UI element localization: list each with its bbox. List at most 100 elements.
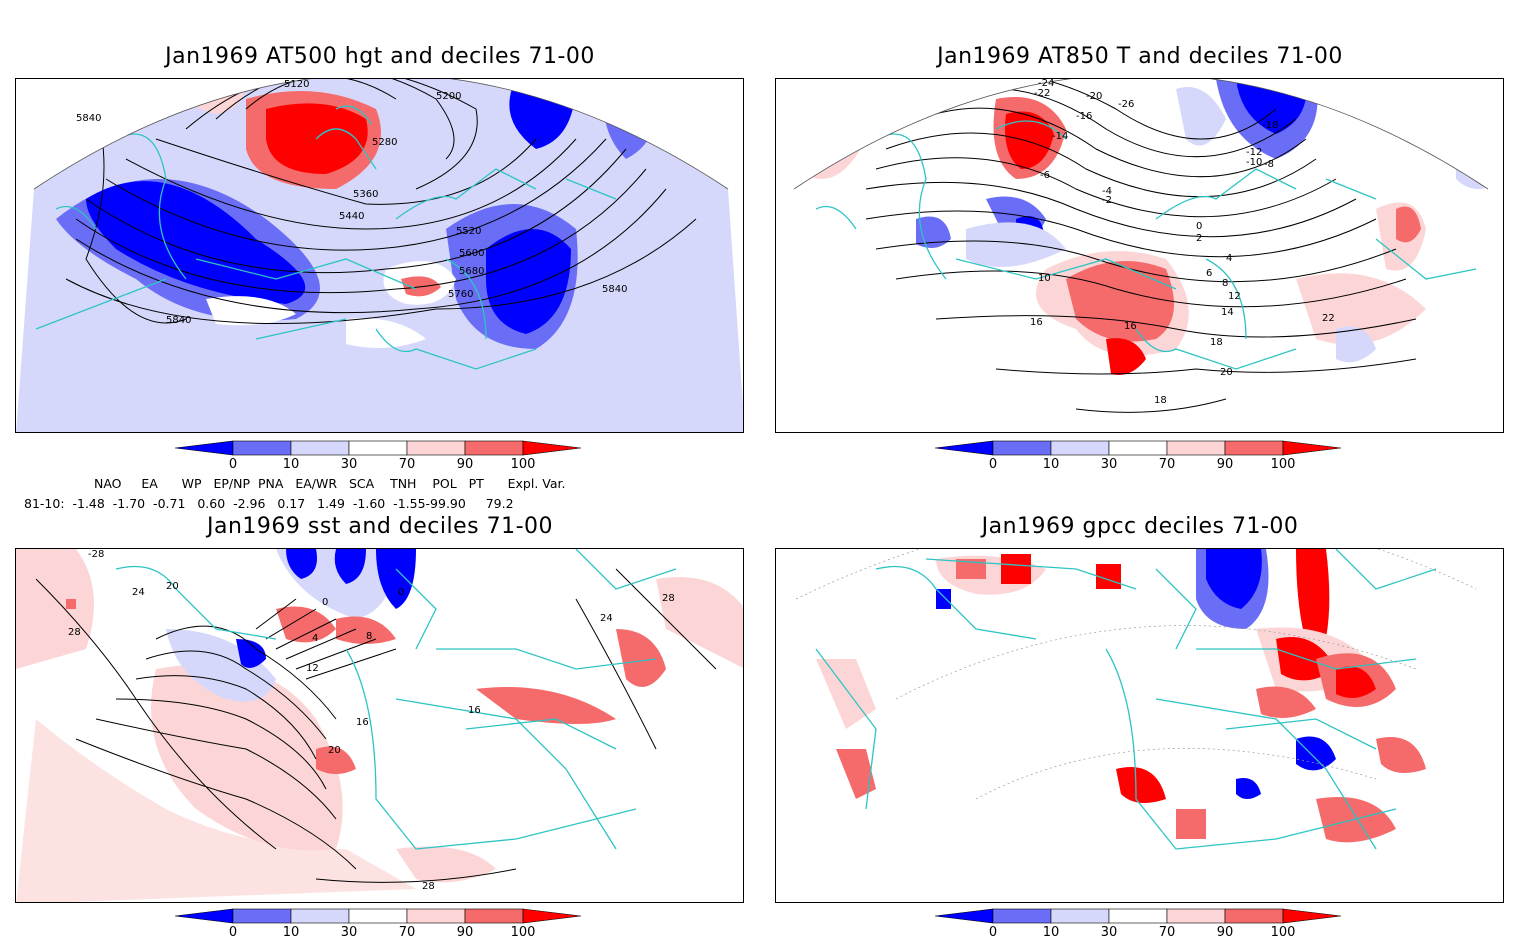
colorbar-tick-label: 70 bbox=[1159, 457, 1176, 472]
colorbar-segment bbox=[232, 440, 292, 456]
contour-label: 8 bbox=[1222, 278, 1228, 289]
colorbar-segment bbox=[935, 908, 994, 924]
contour-label: 5840 bbox=[76, 113, 101, 124]
colorbar-segment bbox=[290, 440, 350, 456]
contour-label: 18 bbox=[1154, 395, 1167, 406]
contour-label: -24 bbox=[1038, 79, 1054, 89]
hemisphere-fill bbox=[16, 79, 743, 432]
contour-label: 5520 bbox=[456, 226, 481, 237]
contour-label: 2 bbox=[1196, 233, 1202, 244]
contour-label: -20 bbox=[1086, 91, 1102, 102]
colorbar-tick-label: 100 bbox=[1271, 457, 1296, 472]
colorbar-segment bbox=[992, 908, 1052, 924]
colorbar-tick-label: 10 bbox=[283, 457, 300, 472]
colorbar-segment bbox=[1050, 908, 1110, 924]
colorbar-sst: 0 10 30 70 90 100 bbox=[175, 908, 582, 940]
contour-label: -4 bbox=[1102, 186, 1112, 197]
colorbar-tick-label: 10 bbox=[1043, 925, 1060, 940]
contour-label: 18 bbox=[1210, 337, 1223, 348]
colorbar-tick-label: 10 bbox=[283, 925, 300, 940]
colorbar-segment bbox=[1166, 440, 1226, 456]
colorbar-segment bbox=[1282, 440, 1342, 456]
contour-label: 28 bbox=[662, 593, 675, 604]
colorbar-tick-label: 70 bbox=[399, 457, 416, 472]
contour-label: 5440 bbox=[339, 211, 364, 222]
colorbar-tick-label: 100 bbox=[1271, 925, 1296, 940]
contour-label: 5680 bbox=[459, 266, 484, 277]
colorbar-segment bbox=[464, 440, 524, 456]
contour-label: 16 bbox=[468, 705, 481, 716]
contour-label: 5760 bbox=[448, 289, 473, 300]
contour-label: 10 bbox=[1038, 273, 1051, 284]
colorbar-segment bbox=[1282, 908, 1342, 924]
colorbar-tick-label: 70 bbox=[399, 925, 416, 940]
colorbar-segment bbox=[406, 908, 466, 924]
contour-label: -14 bbox=[1052, 131, 1068, 142]
panel-title-gpcc: Jan1969 gpcc deciles 71-00 bbox=[981, 514, 1299, 539]
contour-label: 12 bbox=[306, 663, 319, 674]
colorbar-segment bbox=[348, 908, 408, 924]
colorbar-tick-label: 10 bbox=[1043, 457, 1060, 472]
colorbar-tick-label: 30 bbox=[341, 457, 358, 472]
colorbar-tick-label: 0 bbox=[229, 925, 237, 940]
contour-label: 6 bbox=[1206, 268, 1212, 279]
colorbar-segment bbox=[1224, 440, 1284, 456]
map-at500-svg: 5120 5200 5280 5360 5440 5520 5600 5680 … bbox=[16, 79, 743, 432]
indices-row: 81-10: -1.48 -1.70 -0.71 0.60 -2.96 0.17… bbox=[24, 496, 514, 511]
map-gpcc-svg bbox=[776, 549, 1503, 902]
contour-label: 5200 bbox=[436, 91, 461, 102]
contour-label: -18 bbox=[1262, 120, 1278, 131]
contour-label: 8 bbox=[366, 631, 372, 642]
colorbar-tick-label: 0 bbox=[989, 925, 997, 940]
contour-label: 0 bbox=[1196, 221, 1202, 232]
contour-label: 4 bbox=[1226, 253, 1232, 264]
colorbar-tick-label: 90 bbox=[457, 457, 474, 472]
colorbar-segment bbox=[1166, 908, 1226, 924]
colorbar-tick-label: 100 bbox=[511, 925, 536, 940]
colorbar-tick-label: 70 bbox=[1159, 925, 1176, 940]
panel-title-at500: Jan1969 AT500 hgt and deciles 71-00 bbox=[165, 44, 595, 69]
contour-label: 0 bbox=[398, 587, 404, 598]
contour-label: 14 bbox=[1221, 307, 1234, 318]
contour-label: -12 bbox=[1246, 147, 1262, 158]
map-sst-svg: -28 24 20 28 0 0 4 8 12 16 16 20 24 28 2… bbox=[16, 549, 743, 902]
contour-label: 5120 bbox=[284, 79, 309, 90]
colorbar-segment bbox=[522, 908, 582, 924]
contour-label: 22 bbox=[1322, 313, 1335, 324]
contour-label: -22 bbox=[1034, 88, 1050, 99]
contour-label: 20 bbox=[1220, 367, 1233, 378]
colorbar-segment bbox=[175, 908, 234, 924]
contour-label: 20 bbox=[166, 581, 179, 592]
contour-label: 20 bbox=[328, 745, 341, 756]
colorbar-tick-label: 100 bbox=[511, 457, 536, 472]
contour-label: -10 bbox=[1246, 157, 1262, 168]
contour-label: -28 bbox=[88, 549, 104, 560]
contour-label: 16 bbox=[1030, 317, 1043, 328]
colorbar-segment bbox=[1108, 440, 1168, 456]
contour-label: 5840 bbox=[166, 315, 191, 326]
contour-label: 24 bbox=[132, 587, 145, 598]
contour-label: 16 bbox=[356, 717, 369, 728]
contour-label: -6 bbox=[1040, 170, 1050, 181]
map-panel-at500: 5120 5200 5280 5360 5440 5520 5600 5680 … bbox=[15, 78, 744, 433]
colorbar-gpcc: 0 10 30 70 90 100 bbox=[935, 908, 1342, 940]
map-at850-svg: -24 -22 -20 -18 -16 -14 -12 -10 -8 -6 -4… bbox=[776, 79, 1503, 432]
map-panel-sst: -28 24 20 28 0 0 4 8 12 16 16 20 24 28 2… bbox=[15, 548, 744, 903]
colorbar-tick-label: 0 bbox=[989, 457, 997, 472]
indices-header: NAO EA WP EP/NP PNA EA/WR SCA TNH POL PT… bbox=[94, 476, 566, 491]
contour-label: 16 bbox=[1124, 321, 1137, 332]
panel-title-sst: Jan1969 sst and deciles 71-00 bbox=[206, 514, 554, 539]
colorbar-tick-label: 0 bbox=[229, 457, 237, 472]
contour-label: 0 bbox=[322, 597, 328, 608]
contour-label: -8 bbox=[1264, 159, 1274, 170]
colorbar-segment bbox=[1050, 440, 1110, 456]
colorbar-segment bbox=[406, 440, 466, 456]
colorbar-segment bbox=[464, 908, 524, 924]
contour-label: -26 bbox=[1118, 99, 1134, 110]
colorbar-segment bbox=[522, 440, 582, 456]
colorbar-segment bbox=[935, 440, 994, 456]
colorbar-segment bbox=[1108, 908, 1168, 924]
colorbar-tick-label: 90 bbox=[457, 925, 474, 940]
contour-label: 12 bbox=[1228, 291, 1241, 302]
colorbar-at500: 0 10 30 70 90 100 bbox=[175, 440, 582, 472]
